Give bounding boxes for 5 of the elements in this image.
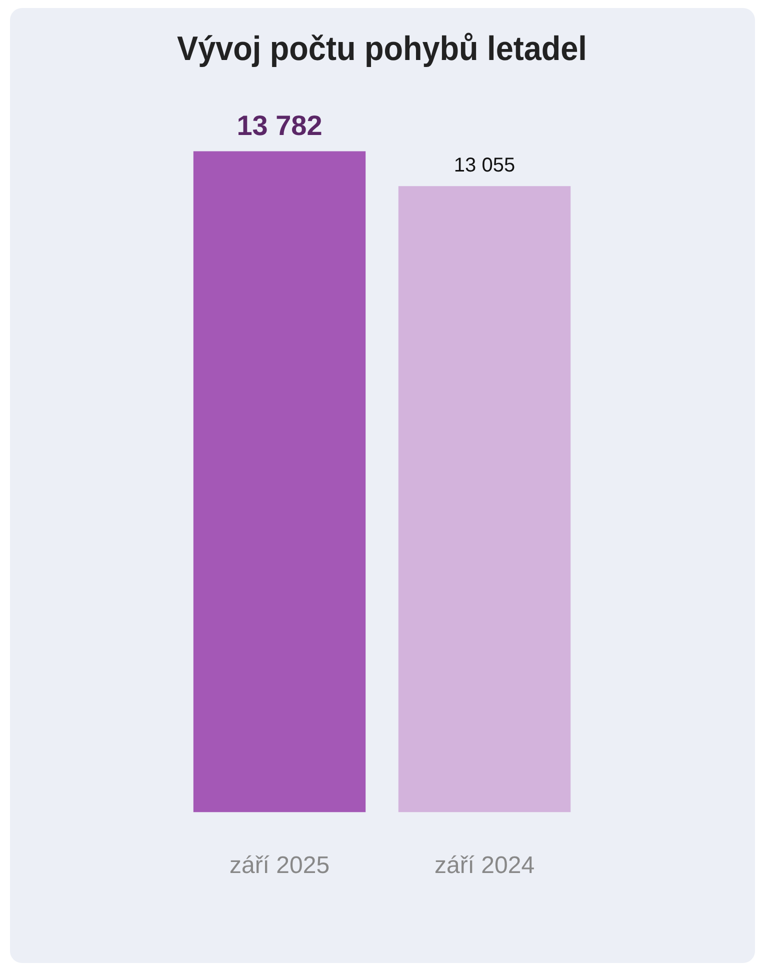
x-tick-label: září 2025 <box>229 852 330 880</box>
x-tick-label: září 2024 <box>434 852 535 880</box>
chart-title: Vývoj počtu pohybů letadel <box>177 28 587 68</box>
data-label: 13 055 <box>454 154 516 177</box>
data-label: 13 782 <box>236 110 322 141</box>
